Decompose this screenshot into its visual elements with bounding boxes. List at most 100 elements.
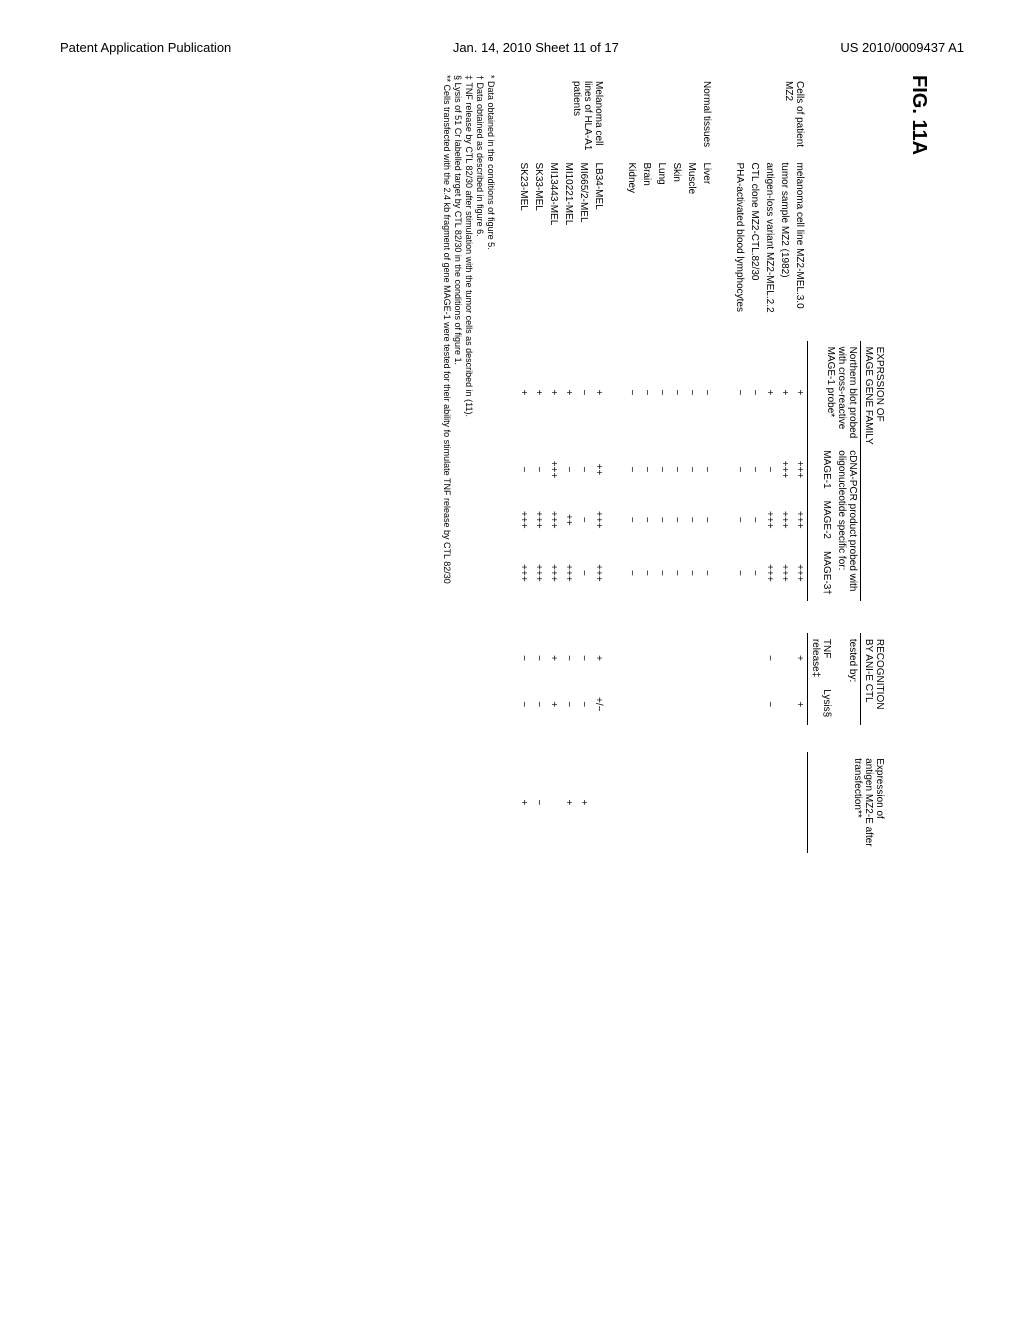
cell-lys: [777, 683, 792, 725]
row-name: MI10221-MEL: [561, 156, 576, 318]
cell-tnf: [654, 633, 669, 683]
cell-m3: −: [576, 545, 591, 601]
figure-content: FIG. 11A EXPRSSION OF MAGE GENE FAMILY R…: [130, 75, 930, 1175]
cell-m2: −: [669, 495, 684, 545]
footnote-line: * Data obtained in the conditions of fig…: [486, 75, 496, 1175]
cell-m1: −: [531, 444, 546, 494]
cell-lys: [624, 683, 639, 725]
cell-m2: ++: [561, 495, 576, 545]
cell-m1: −: [576, 444, 591, 494]
cell-m3: −: [654, 545, 669, 601]
cell-m1: +++: [546, 444, 561, 494]
cell-tnf: [624, 633, 639, 683]
header-left: Patent Application Publication: [60, 40, 231, 55]
footnote-line: ** Cells transfected with the 2.4 kb fra…: [442, 75, 452, 1175]
cell-tnf: −: [516, 633, 531, 683]
data-table: EXPRSSION OF MAGE GENE FAMILY RECOGNITIO…: [516, 75, 887, 853]
cell-m2: +++: [531, 495, 546, 545]
cell-m2: +++: [792, 495, 808, 545]
table-row: Melanoma cell lines of HLA-A1 patientsLB…: [591, 75, 606, 853]
cell-m1: +++: [777, 444, 792, 494]
cell-m1: −: [684, 444, 699, 494]
cell-nb: −: [732, 341, 747, 445]
row-name: melanoma cell line MZ2-MEL.3.0: [792, 156, 808, 318]
cell-m2: −: [699, 495, 714, 545]
cell-m1: −: [699, 444, 714, 494]
header-right: US 2010/0009437 A1: [840, 40, 964, 55]
cell-tnf: [684, 633, 699, 683]
cell-m3: −: [624, 545, 639, 601]
cell-nb: −: [639, 341, 654, 445]
table-row: Skin−−−−: [669, 75, 684, 853]
superheader-recognition: RECOGNITION BY ANI-E CTL: [861, 633, 888, 725]
table-row: Brain−−−−: [639, 75, 654, 853]
cell-nb: −: [747, 341, 762, 445]
row-name: SK33-MEL: [531, 156, 546, 318]
cell-m1: −: [624, 444, 639, 494]
cell-lys: −: [762, 683, 777, 725]
cell-nb: +: [777, 341, 792, 445]
figure-label: FIG. 11A: [907, 75, 930, 1175]
cell-tnf: [639, 633, 654, 683]
cell-nb: +: [561, 341, 576, 445]
row-name: PHA-activated blood lymphocytes: [732, 156, 747, 318]
cell-tnf: +: [591, 633, 606, 683]
row-name: tumor sample MZ2 (1982): [777, 156, 792, 318]
section-label: Normal tissues: [624, 75, 714, 156]
cell-lys: −: [561, 683, 576, 725]
footnote-line: § Lysis of 51 Cr labelled target by CTL …: [453, 75, 463, 1175]
row-name: CTL clone MZ2-CTL.82/30: [747, 156, 762, 318]
col-tested: tested by:: [834, 633, 861, 725]
cell-lys: [654, 683, 669, 725]
cell-transfection: +: [576, 752, 591, 852]
cell-nb: −: [669, 341, 684, 445]
footnote-line: ‡ TNF release by CTL 82/30 after stimula…: [464, 75, 474, 1175]
cell-m2: −: [624, 495, 639, 545]
cell-m2: +++: [516, 495, 531, 545]
cell-m3: +++: [591, 545, 606, 601]
col-northern: Northern blot probed with cross-reactive…: [808, 341, 861, 445]
cell-m2: +++: [591, 495, 606, 545]
cell-m1: −: [639, 444, 654, 494]
cell-transfection: +: [516, 752, 531, 852]
cell-lys: +/−: [591, 683, 606, 725]
table-row: antigen-loss variant MZ2-MEL.2.2+−++++++…: [762, 75, 777, 853]
cell-nb: −: [699, 341, 714, 445]
col-mage1: MAGE-1: [808, 444, 835, 494]
cell-transfection: [639, 752, 654, 852]
row-name: SK23-MEL: [516, 156, 531, 318]
cell-tnf: −: [561, 633, 576, 683]
table-row: SK23-MEL+−++++++−−+: [516, 75, 531, 853]
cell-m2: +++: [762, 495, 777, 545]
cell-transfection: +: [561, 752, 576, 852]
cell-tnf: −: [531, 633, 546, 683]
cell-m3: −: [669, 545, 684, 601]
cell-nb: −: [654, 341, 669, 445]
table-row: Kidney−−−−: [624, 75, 639, 853]
table-row: Cells of patient MZ2melanoma cell line M…: [792, 75, 808, 853]
col-cdna: cDNA-PCR product probed with oligonucleo…: [834, 444, 861, 601]
row-name: LB34-MEL: [591, 156, 606, 318]
table-row: SK33-MEL+−++++++−−−: [531, 75, 546, 853]
cell-m2: −: [684, 495, 699, 545]
cell-nb: +: [516, 341, 531, 445]
cell-m3: −: [747, 545, 762, 601]
cell-m3: +++: [777, 545, 792, 601]
table-row: MI10221-MEL+−+++++−−+: [561, 75, 576, 853]
cell-m1: +++: [792, 444, 808, 494]
cell-nb: +: [531, 341, 546, 445]
cell-tnf: [699, 633, 714, 683]
cell-m1: −: [654, 444, 669, 494]
cell-m1: −: [516, 444, 531, 494]
cell-transfection: [792, 752, 808, 852]
cell-nb: −: [624, 341, 639, 445]
row-name: MI665/2-MEL: [576, 156, 591, 318]
superheader-expression: EXPRSSION OF MAGE GENE FAMILY: [861, 341, 888, 601]
cell-m3: −: [699, 545, 714, 601]
cell-lys: [699, 683, 714, 725]
cell-m3: +++: [561, 545, 576, 601]
cell-tnf: −: [762, 633, 777, 683]
cell-m3: +++: [792, 545, 808, 601]
table-row: Normal tissuesLiver−−−−: [699, 75, 714, 853]
cell-transfection: [732, 752, 747, 852]
